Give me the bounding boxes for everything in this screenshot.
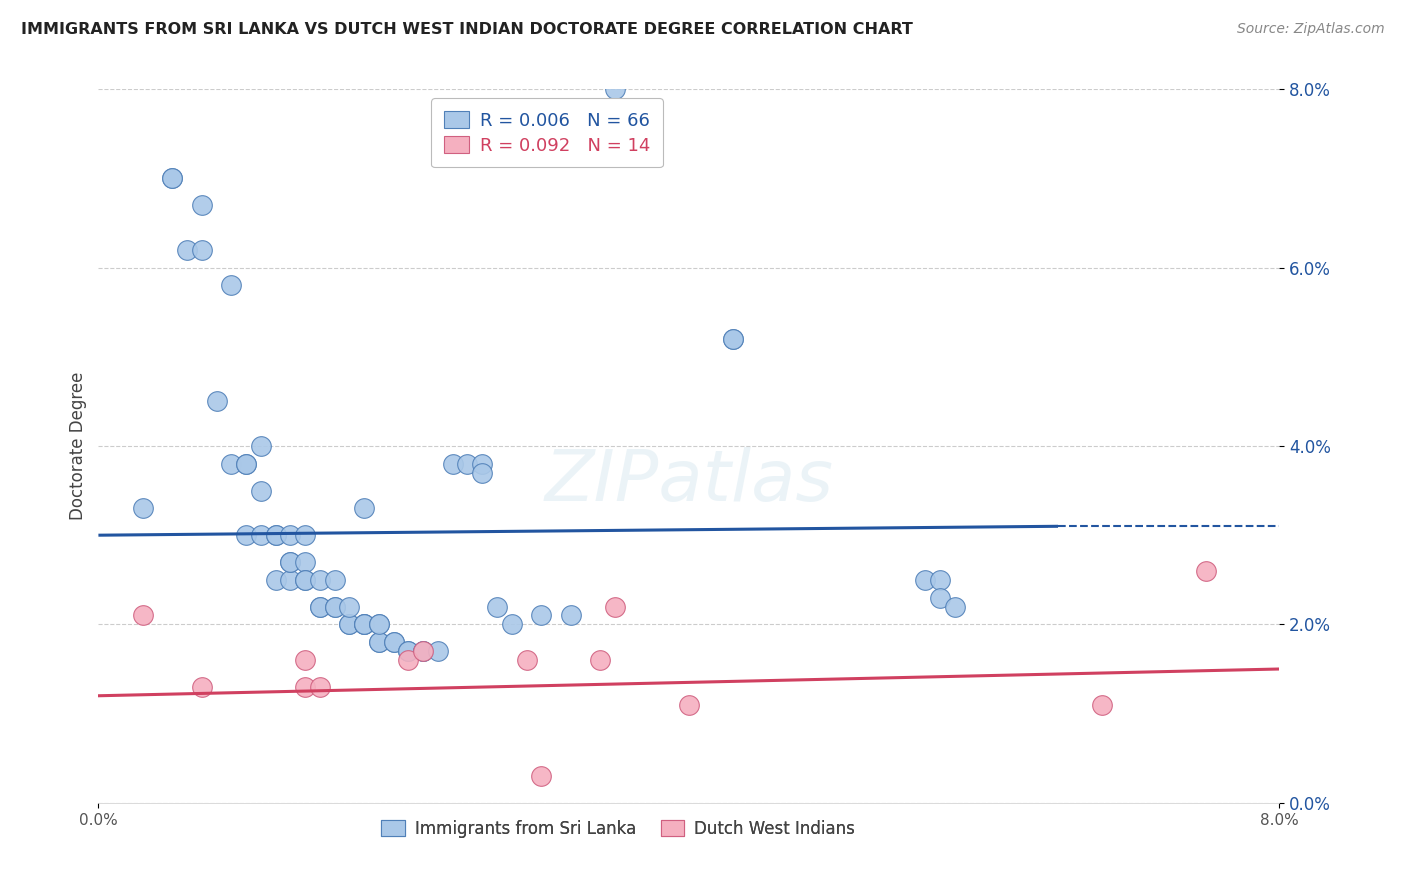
Point	[427, 644, 450, 658]
Point	[339, 617, 361, 632]
Point	[368, 635, 391, 649]
Point	[309, 599, 332, 614]
Point	[323, 599, 346, 614]
Point	[309, 599, 332, 614]
Point	[323, 573, 346, 587]
Point	[221, 278, 243, 293]
Point	[412, 644, 434, 658]
Point	[605, 82, 627, 96]
Point	[368, 617, 391, 632]
Point	[471, 466, 494, 480]
Point	[264, 528, 287, 542]
Point	[221, 457, 243, 471]
Point	[929, 591, 952, 605]
Point	[280, 555, 302, 569]
Point	[294, 573, 316, 587]
Point	[353, 501, 375, 516]
Point	[929, 573, 952, 587]
Point	[309, 573, 332, 587]
Point	[605, 109, 627, 123]
Point	[280, 555, 302, 569]
Point	[264, 573, 287, 587]
Point	[353, 617, 375, 632]
Point	[250, 483, 273, 498]
Point	[235, 528, 257, 542]
Point	[309, 680, 332, 694]
Point	[398, 644, 420, 658]
Point	[132, 501, 155, 516]
Point	[294, 528, 316, 542]
Point	[412, 644, 434, 658]
Point	[339, 617, 361, 632]
Point	[1091, 698, 1114, 712]
Point	[132, 608, 155, 623]
Point	[589, 653, 612, 667]
Point	[205, 394, 228, 409]
Point	[368, 617, 391, 632]
Point	[368, 635, 391, 649]
Point	[353, 617, 375, 632]
Point	[191, 680, 214, 694]
Point	[457, 457, 479, 471]
Point	[486, 599, 509, 614]
Point	[1195, 564, 1218, 578]
Point	[530, 608, 553, 623]
Point	[471, 457, 494, 471]
Point	[678, 698, 700, 712]
Text: IMMIGRANTS FROM SRI LANKA VS DUTCH WEST INDIAN DOCTORATE DEGREE CORRELATION CHAR: IMMIGRANTS FROM SRI LANKA VS DUTCH WEST …	[21, 22, 912, 37]
Point	[294, 573, 316, 587]
Point	[353, 617, 375, 632]
Point	[516, 653, 538, 667]
Point	[176, 243, 198, 257]
Text: Source: ZipAtlas.com: Source: ZipAtlas.com	[1237, 22, 1385, 37]
Point	[723, 332, 745, 346]
Point	[191, 198, 214, 212]
Point	[339, 599, 361, 614]
Point	[294, 555, 316, 569]
Point	[382, 635, 405, 649]
Point	[605, 599, 627, 614]
Point	[323, 599, 346, 614]
Point	[280, 528, 302, 542]
Point	[501, 617, 523, 632]
Point	[398, 653, 420, 667]
Point	[914, 573, 936, 587]
Point	[560, 608, 582, 623]
Point	[162, 171, 183, 186]
Point	[191, 243, 214, 257]
Point	[280, 573, 302, 587]
Y-axis label: Doctorate Degree: Doctorate Degree	[69, 372, 87, 520]
Legend: Immigrants from Sri Lanka, Dutch West Indians: Immigrants from Sri Lanka, Dutch West In…	[374, 814, 862, 845]
Point	[250, 528, 273, 542]
Point	[723, 332, 745, 346]
Text: ZIPatlas: ZIPatlas	[544, 447, 834, 516]
Point	[412, 644, 434, 658]
Point	[235, 457, 257, 471]
Point	[943, 599, 966, 614]
Point	[530, 769, 553, 783]
Point	[441, 457, 464, 471]
Point	[382, 635, 405, 649]
Point	[235, 457, 257, 471]
Point	[250, 439, 273, 453]
Point	[162, 171, 183, 186]
Point	[294, 653, 316, 667]
Point	[294, 680, 316, 694]
Point	[264, 528, 287, 542]
Point	[398, 644, 420, 658]
